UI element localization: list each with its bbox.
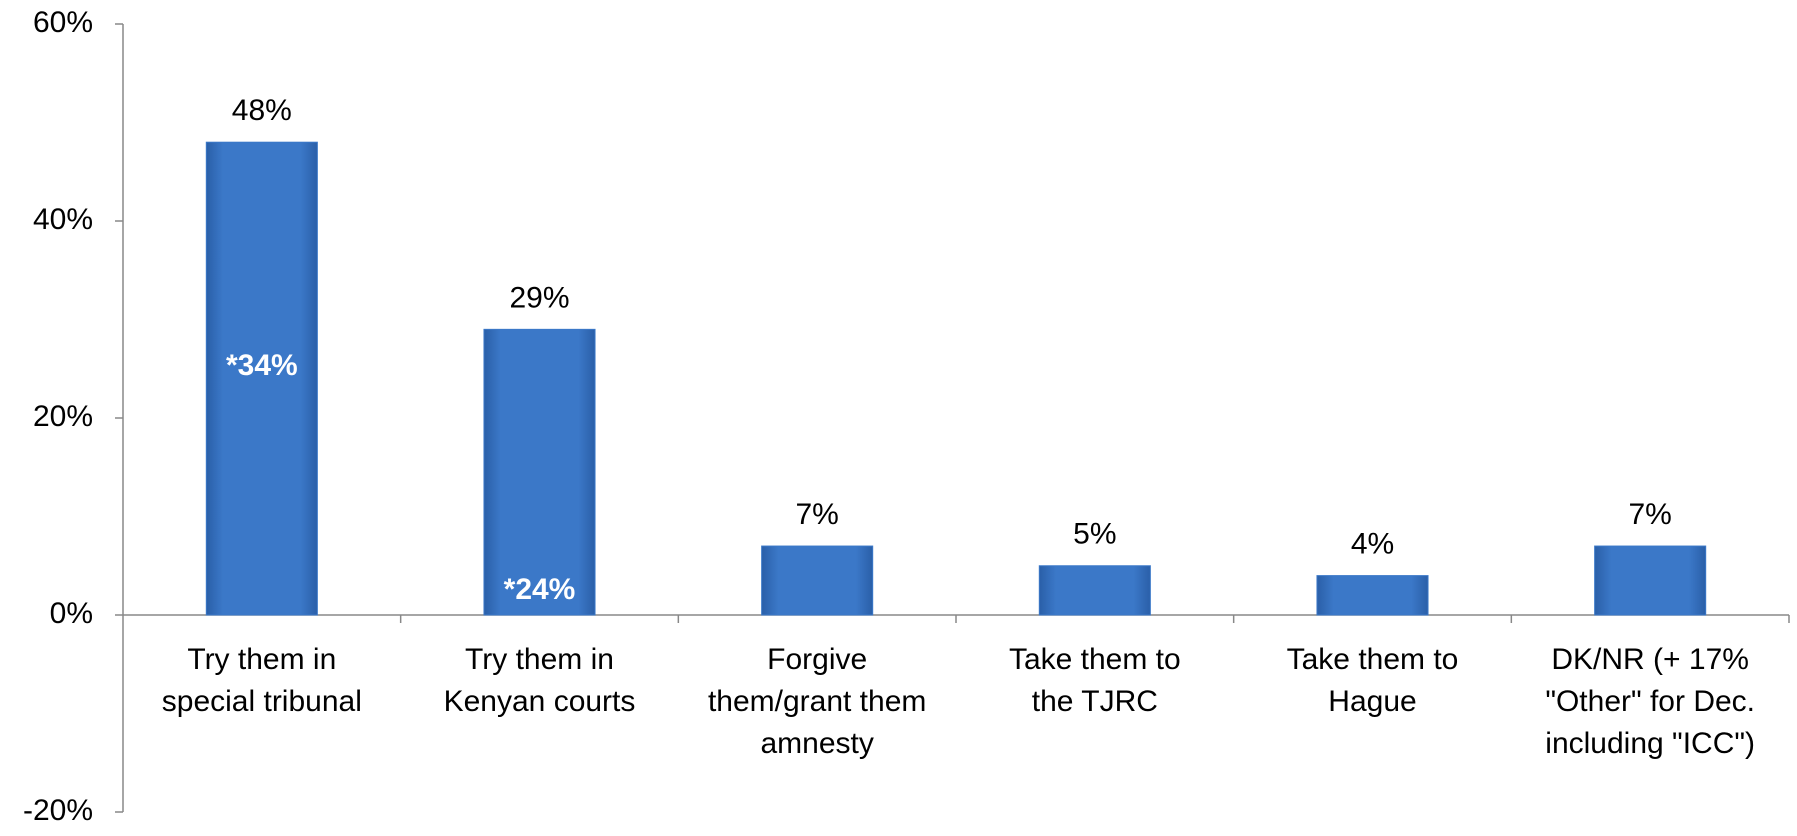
y-tick-label: -20% — [23, 794, 93, 827]
x-tick-label: Take them to Hague — [1287, 643, 1459, 718]
value-label: 48% — [232, 94, 292, 127]
bar — [1038, 565, 1151, 616]
bar — [761, 545, 874, 616]
x-tick-label: Take them to the TJRC — [1009, 643, 1181, 718]
annotation: *24% — [504, 573, 576, 606]
x-tick-label: DK/NR (+ 17% "Other" for Dec. including "I… — [1545, 643, 1755, 760]
y-tick-label: 40% — [33, 203, 93, 236]
value-label: 7% — [795, 498, 838, 531]
value-label: 7% — [1628, 498, 1671, 531]
x-tick-label: Try them in special tribunal — [162, 643, 362, 718]
bar — [1594, 545, 1707, 616]
y-tick-label: 20% — [33, 400, 93, 433]
value-label: 5% — [1073, 518, 1116, 551]
y-tick-label: 60% — [33, 6, 93, 39]
bar — [483, 328, 596, 616]
bar — [205, 141, 318, 616]
annotation: *34% — [226, 349, 298, 382]
x-tick-label: Try them in Kenyan courts — [444, 643, 636, 718]
value-label: 4% — [1351, 528, 1394, 561]
x-tick-label: Forgive them/grant them amnesty — [708, 643, 926, 760]
y-tick-label: 0% — [50, 597, 93, 630]
bar — [1316, 575, 1429, 616]
value-label: 29% — [509, 281, 569, 314]
